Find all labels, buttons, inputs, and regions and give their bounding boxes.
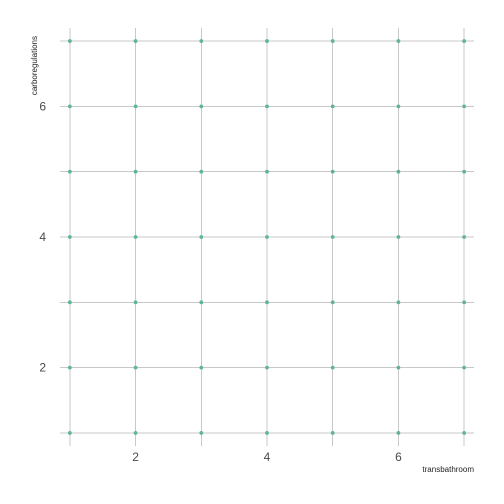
data-point — [462, 365, 467, 370]
data-point — [199, 235, 204, 239]
data-point — [396, 104, 401, 109]
data-point — [133, 39, 138, 43]
data-point — [396, 169, 401, 174]
data-point — [396, 39, 401, 43]
data-point — [199, 365, 204, 370]
data-point — [265, 431, 269, 435]
data-point — [265, 169, 269, 174]
data-point — [330, 104, 335, 109]
data-point — [396, 431, 401, 435]
data-point — [462, 235, 467, 239]
data-point — [133, 235, 138, 239]
data-point — [462, 104, 467, 109]
data-point — [462, 431, 467, 435]
data-point — [133, 365, 138, 370]
data-point — [396, 365, 401, 370]
y-tick-label: 2 — [39, 361, 46, 375]
x-tick-label: 6 — [395, 450, 402, 464]
data-point — [133, 169, 138, 174]
data-point — [462, 300, 467, 305]
y-tick-label: 4 — [39, 230, 46, 244]
points-layer — [67, 39, 467, 435]
data-point — [67, 104, 72, 109]
data-point — [67, 39, 72, 43]
data-point — [265, 235, 269, 239]
x-tick-label: 4 — [264, 450, 271, 464]
data-point — [133, 104, 138, 109]
data-point — [133, 431, 138, 435]
x-axis-label: transbathroom — [422, 465, 474, 474]
data-point — [67, 169, 72, 174]
data-point — [199, 39, 204, 43]
data-point — [199, 431, 204, 435]
y-axis-label: carboregulations — [30, 36, 39, 95]
data-point — [330, 431, 335, 435]
data-point — [67, 431, 72, 435]
data-point — [396, 235, 401, 239]
data-point — [67, 300, 72, 305]
data-point — [199, 300, 204, 305]
data-point — [330, 39, 335, 43]
x-tick-label: 2 — [132, 450, 139, 464]
y-tick-label: 6 — [39, 99, 46, 113]
data-point — [199, 169, 204, 174]
data-point — [133, 300, 138, 305]
data-point — [330, 365, 335, 370]
ticks-layer: 2 4 6 2 4 6 — [39, 99, 402, 464]
data-point — [330, 169, 335, 174]
data-point — [265, 39, 269, 43]
data-point — [330, 300, 335, 305]
data-point — [67, 235, 72, 239]
data-point — [265, 104, 269, 109]
data-point — [199, 104, 204, 109]
data-point — [265, 365, 269, 370]
data-point — [265, 300, 269, 305]
data-point — [67, 365, 72, 370]
data-point — [396, 300, 401, 305]
data-point — [462, 169, 467, 174]
data-point — [462, 39, 467, 43]
data-point — [330, 235, 335, 239]
